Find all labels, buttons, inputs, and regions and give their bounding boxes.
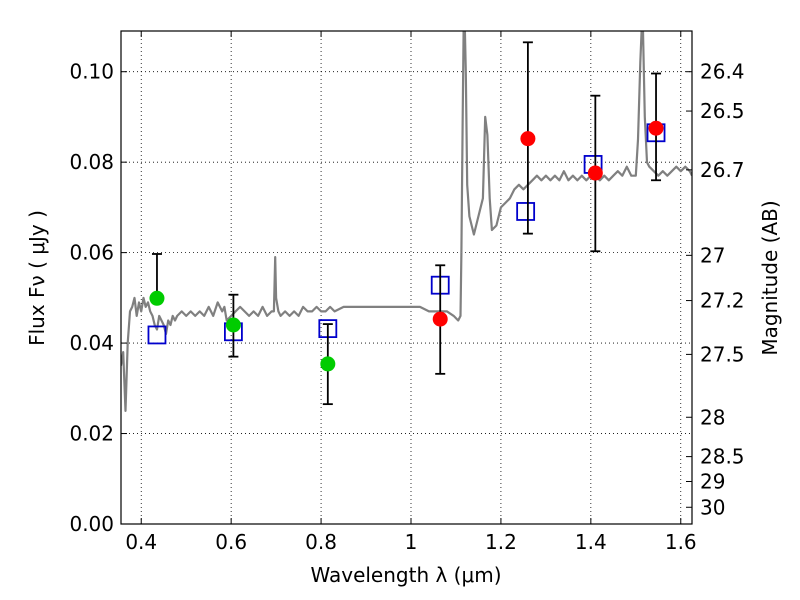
observed-point bbox=[520, 131, 536, 147]
observed-point bbox=[149, 290, 165, 306]
right-tick-label: 30 bbox=[700, 495, 725, 519]
x-tick-label: 1 bbox=[405, 530, 418, 554]
right-tick-label: 28 bbox=[700, 405, 725, 429]
right-tick-label: 27 bbox=[700, 243, 725, 267]
x-tick-label: 1.6 bbox=[665, 530, 697, 554]
y-axis-label-left: Flux Fν ( μJy ) bbox=[25, 210, 49, 346]
spectrum-line bbox=[121, 31, 692, 412]
observed-point bbox=[320, 356, 336, 372]
x-tick-label: 1.4 bbox=[575, 530, 607, 554]
x-axis-label: Wavelength λ (μm) bbox=[310, 563, 501, 587]
right-tick-label: 26.5 bbox=[700, 99, 745, 123]
y-tick-label: 0.08 bbox=[69, 150, 114, 174]
observed-point bbox=[587, 165, 603, 181]
observed-point bbox=[648, 120, 664, 136]
y-tick-label: 0.02 bbox=[69, 422, 114, 446]
y-tick-label: 0.00 bbox=[69, 512, 114, 536]
y-tick-label: 0.06 bbox=[69, 241, 114, 265]
observed-point bbox=[225, 317, 241, 333]
right-tick-label: 27.2 bbox=[700, 289, 745, 313]
right-tick-label: 27.5 bbox=[700, 342, 745, 366]
series-layer bbox=[121, 31, 692, 412]
right-tick-label: 26.4 bbox=[700, 60, 745, 84]
plot-frame bbox=[120, 30, 693, 525]
y-axis-label-right: Magnitude (AB) bbox=[758, 200, 782, 355]
x-tick-label: 0.4 bbox=[125, 530, 157, 554]
x-tick-label: 1.2 bbox=[485, 530, 517, 554]
model-square bbox=[147, 325, 167, 345]
x-tick-label: 0.6 bbox=[215, 530, 247, 554]
right-tick-label: 26.7 bbox=[700, 158, 745, 182]
x-tick-label: 0.8 bbox=[305, 530, 337, 554]
y-tick-label: 0.04 bbox=[69, 331, 114, 355]
y-tick-label: 0.10 bbox=[69, 60, 114, 84]
right-tick-label: 28.5 bbox=[700, 445, 745, 469]
ticks-layer: 0.4 0.6 0.8 1 1.2 1.4 1.6 0.00 0.02 0.04 0.06 0.08 0… bbox=[69, 31, 745, 554]
points-layer bbox=[147, 41, 666, 406]
right-tick-label: 29 bbox=[700, 469, 725, 493]
model-square bbox=[516, 202, 536, 221]
observed-point bbox=[432, 311, 448, 327]
plot-area bbox=[121, 31, 692, 524]
